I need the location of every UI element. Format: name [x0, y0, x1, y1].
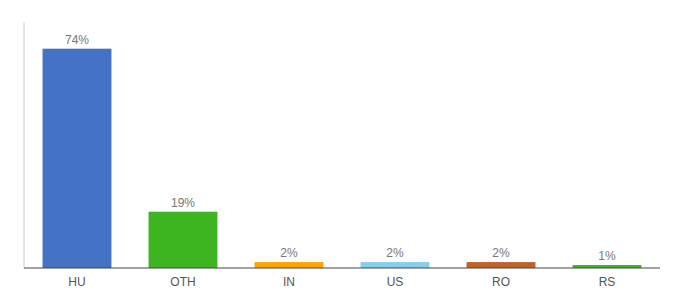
- bar: [255, 262, 324, 268]
- x-axis-line: [24, 268, 660, 269]
- data-label: 1%: [598, 249, 616, 263]
- x-tick-label: HU: [68, 275, 85, 289]
- bars: [43, 49, 642, 268]
- data-label: 2%: [492, 246, 510, 260]
- bar: [467, 262, 536, 268]
- bar: [361, 262, 430, 268]
- data-label: 2%: [280, 246, 298, 260]
- data-labels: 74% 19% 2% 2% 2% 1%: [65, 33, 616, 263]
- bar: [43, 49, 112, 268]
- data-label: 19%: [171, 196, 195, 210]
- y-axis-line: [24, 22, 25, 268]
- chart-container: HU OTH IN US RO RS 74% 19% 2% 2% 2% 1%: [0, 0, 680, 300]
- x-tick-label: IN: [283, 275, 295, 289]
- x-tick-label: RS: [599, 275, 616, 289]
- chart-svg: HU OTH IN US RO RS 74% 19% 2% 2% 2% 1%: [0, 0, 680, 300]
- x-tick-labels: HU OTH IN US RO RS: [68, 275, 615, 289]
- x-tick-label: RO: [492, 275, 510, 289]
- data-label: 2%: [386, 246, 404, 260]
- x-tick-label: US: [387, 275, 404, 289]
- x-tick-label: OTH: [170, 275, 195, 289]
- data-label: 74%: [65, 33, 89, 47]
- bar: [149, 212, 218, 268]
